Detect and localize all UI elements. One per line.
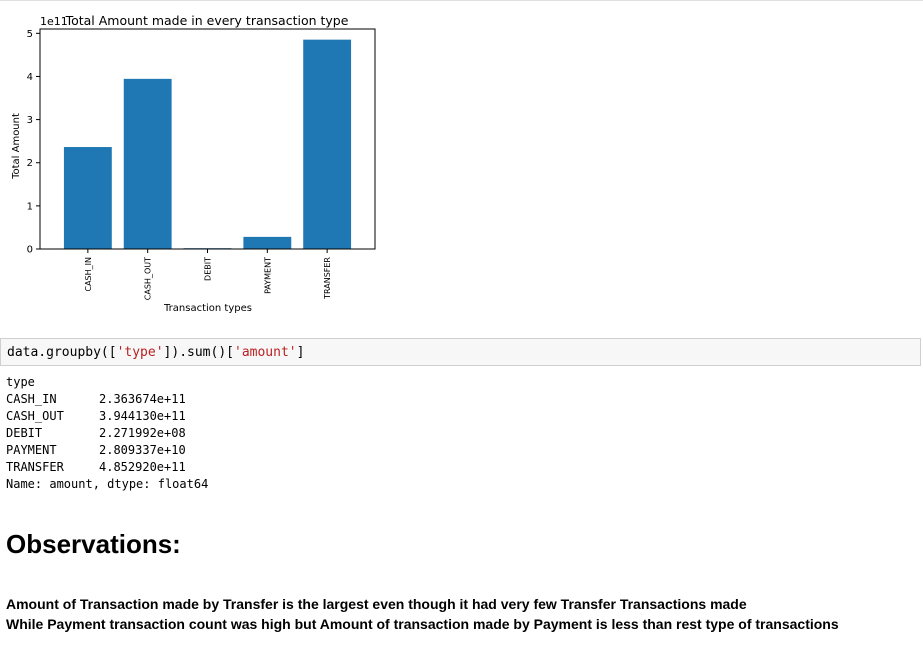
bar xyxy=(303,39,352,249)
observation-line: Amount of Transaction made by Transfer i… xyxy=(6,596,747,612)
output-footer: Name: amount, dtype: float64 xyxy=(6,477,209,491)
observation-line: While Payment transaction count was high… xyxy=(6,616,839,632)
y-tick-label: 5 xyxy=(27,29,33,40)
code-cell[interactable]: data.groupby(['type']).sum()['amount'] xyxy=(0,338,921,366)
code-string-type: 'type' xyxy=(116,345,164,360)
observations-text: Amount of Transaction made by Transfer i… xyxy=(6,594,839,634)
code-text: ] xyxy=(296,345,305,360)
y-tick-label: 2 xyxy=(27,158,33,169)
observations-heading: Observations: xyxy=(6,529,181,559)
code-string-amount: 'amount' xyxy=(234,345,297,360)
output-value: 3.944130e+11 xyxy=(99,409,186,423)
x-axis-label: Transaction types xyxy=(163,303,252,314)
output-key: CASH_OUT xyxy=(6,409,64,423)
x-tick-label: PAYMENT xyxy=(263,257,272,294)
y-tick-label: 0 xyxy=(27,245,33,256)
plot-frame xyxy=(39,28,376,250)
bar xyxy=(123,78,172,250)
y-tick-label: 1 xyxy=(27,201,33,212)
cell-separator xyxy=(0,0,923,1)
bar-chart: Total Amount made in every transaction t… xyxy=(11,13,376,314)
y-tick-label: 3 xyxy=(27,115,33,126)
output-row: PAYMENT 2.809337e+10 xyxy=(6,442,208,459)
x-tick-label: TRANSFER xyxy=(323,257,332,300)
output-header: type xyxy=(6,375,35,389)
output-row: CASH_OUT 3.944130e+11 xyxy=(6,408,208,425)
y-tick-label: 4 xyxy=(27,72,33,83)
x-tick-label: CASH_OUT xyxy=(144,257,153,300)
x-tick-label: DEBIT xyxy=(204,257,213,281)
output-value: 2.271992e+08 xyxy=(99,426,186,440)
output-key: CASH_IN xyxy=(6,392,57,406)
output-row: TRANSFER 4.852920e+11 xyxy=(6,459,208,476)
cell-output: type CASH_IN 2.363674e+11 CASH_OUT 3.94413… xyxy=(6,374,208,493)
bar xyxy=(63,147,112,249)
y-offset-label: 1e11 xyxy=(40,15,68,28)
output-key: PAYMENT xyxy=(6,443,57,457)
output-row: CASH_IN 2.363674e+11 xyxy=(6,391,208,408)
output-value: 2.363674e+11 xyxy=(99,392,186,406)
chart-title: Total Amount made in every transaction t… xyxy=(65,13,349,28)
output-row: DEBIT 2.271992e+08 xyxy=(6,425,208,442)
code-text: data.groupby([ xyxy=(7,345,117,360)
y-axis-label: Total Amount xyxy=(11,113,22,180)
output-key: DEBIT xyxy=(6,426,43,440)
output-value: 2.809337e+10 xyxy=(99,443,186,457)
x-tick-label: CASH_IN xyxy=(84,257,93,292)
output-value: 4.852920e+11 xyxy=(99,460,186,474)
output-key: TRANSFER xyxy=(6,460,64,474)
code-text: ]).sum()[ xyxy=(163,345,234,360)
bar xyxy=(243,236,292,249)
